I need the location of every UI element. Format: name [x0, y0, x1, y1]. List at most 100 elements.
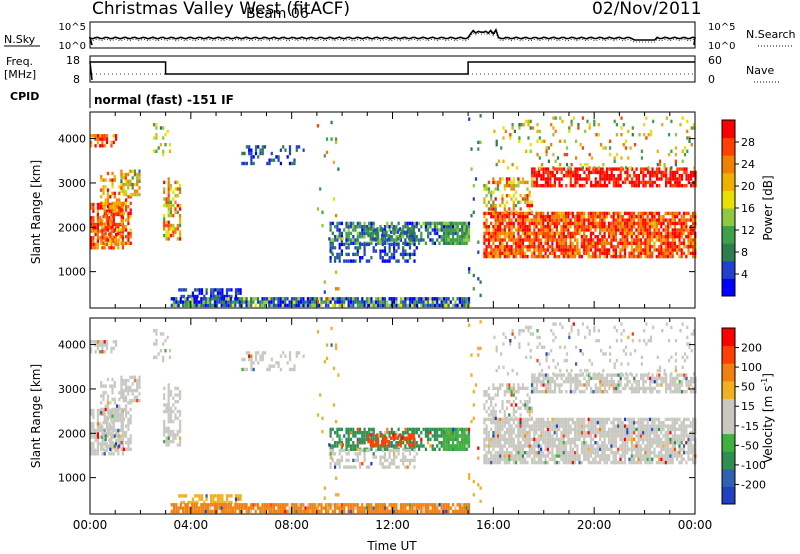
velocity-cell — [352, 506, 355, 510]
velocity-cell — [447, 506, 450, 510]
power-cell — [531, 170, 534, 175]
velocity-cell — [402, 458, 405, 463]
power-cell — [686, 119, 689, 124]
velocity-cell — [496, 424, 500, 428]
power-cell — [660, 245, 663, 249]
power-cell — [646, 231, 649, 236]
power-cell — [172, 303, 176, 308]
velocity-cell — [440, 506, 443, 510]
velocity-cell — [420, 437, 423, 442]
velocity-cell — [445, 434, 448, 438]
power-cell — [578, 231, 581, 236]
power-cell — [528, 238, 531, 242]
power-cell — [376, 227, 379, 231]
power-cell — [221, 291, 224, 295]
power-cell — [390, 225, 393, 229]
power-cell — [465, 221, 468, 226]
power-cell — [689, 251, 692, 255]
velocity-cell — [524, 444, 527, 448]
power-cell — [100, 201, 103, 206]
velocity-cell — [263, 506, 266, 510]
power-cell — [589, 228, 593, 232]
velocity-cell — [399, 458, 402, 463]
power-cell — [655, 248, 658, 252]
velocity-cell — [127, 401, 130, 405]
velocity-cell — [340, 448, 343, 453]
velocity-cell — [270, 357, 273, 362]
power-cell — [90, 239, 93, 243]
power-cell — [124, 189, 127, 193]
velocity-cell — [361, 437, 364, 442]
power-cell — [241, 151, 244, 156]
power-cell — [461, 238, 464, 242]
power-cell — [592, 251, 595, 255]
velocity-cell — [324, 506, 328, 510]
power-cell — [614, 251, 617, 255]
power-cell — [499, 254, 502, 259]
velocity-cell — [102, 421, 105, 425]
power-cell — [379, 300, 382, 304]
velocity-cell — [90, 432, 93, 436]
power-cell — [533, 225, 536, 229]
velocity-cell — [449, 437, 452, 442]
power-cell — [361, 256, 364, 260]
velocity-cell — [200, 494, 204, 498]
velocity-cell — [108, 415, 111, 419]
power-cell — [335, 137, 338, 141]
velocity-cell — [127, 427, 130, 432]
velocity-cell — [331, 458, 334, 463]
power-cell — [530, 221, 534, 226]
power-cell — [510, 225, 513, 229]
velocity-cell — [406, 431, 409, 435]
power-cell — [349, 241, 353, 245]
power-cell — [349, 303, 353, 308]
velocity-cell — [101, 445, 104, 449]
power-cell — [512, 203, 515, 208]
velocity-cell — [370, 431, 373, 435]
power-cell — [608, 167, 611, 171]
velocity-cell — [354, 452, 357, 456]
velocity-cell — [461, 509, 464, 514]
power-cell — [121, 239, 124, 243]
power-cell — [163, 190, 166, 194]
power-cell — [376, 233, 379, 238]
velocity-cell — [167, 433, 170, 437]
power-cell — [589, 221, 593, 226]
velocity-cell — [261, 506, 264, 510]
power-cell — [674, 180, 677, 185]
power-cell — [505, 184, 509, 188]
power-cell — [117, 222, 120, 227]
velocity-cell — [179, 390, 182, 394]
power-cell — [642, 218, 645, 222]
power-cell — [119, 212, 122, 217]
power-cell — [564, 235, 568, 239]
velocity-cell — [390, 448, 393, 453]
velocity-cell — [492, 434, 495, 438]
power-cell — [535, 245, 538, 249]
velocity-cell — [356, 427, 359, 432]
velocity-cell — [334, 509, 337, 514]
power-cell — [544, 231, 547, 236]
power-cell — [463, 300, 466, 304]
power-cell — [687, 228, 690, 232]
velocity-cell — [212, 494, 215, 498]
velocity-cell — [291, 367, 294, 372]
power-cell — [689, 235, 692, 239]
velocity-cell — [124, 395, 127, 399]
velocity-cell — [200, 506, 203, 510]
power-cell — [395, 242, 398, 247]
power-cell — [664, 238, 667, 242]
power-cell — [422, 300, 425, 304]
power-cell — [655, 170, 659, 175]
power-cell — [664, 218, 667, 222]
velocity-cell — [402, 447, 405, 451]
power-cell — [635, 221, 638, 226]
power-cell — [646, 221, 649, 226]
power-cell — [111, 171, 114, 176]
velocity-cell — [390, 462, 393, 466]
power-cell — [402, 225, 405, 229]
power-cell — [617, 245, 620, 249]
power-cell — [521, 197, 524, 201]
velocity-cell — [92, 422, 95, 426]
power-cell — [674, 146, 677, 150]
